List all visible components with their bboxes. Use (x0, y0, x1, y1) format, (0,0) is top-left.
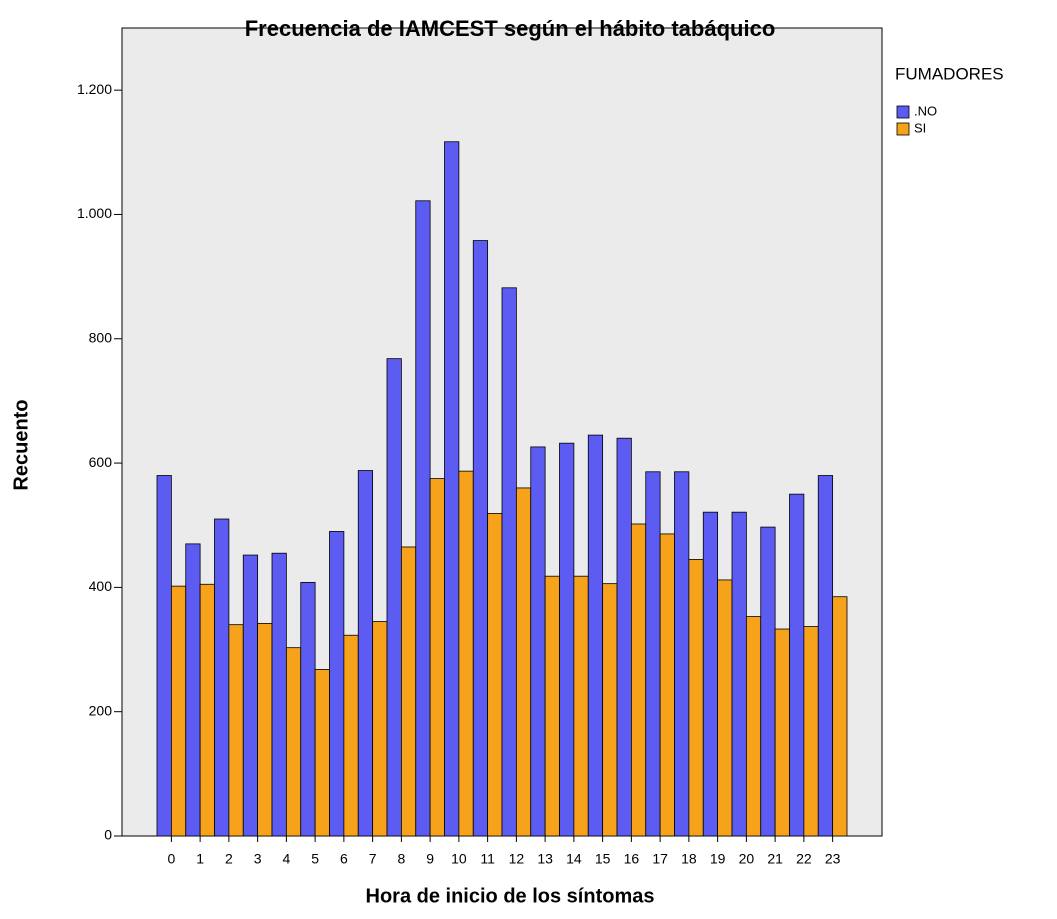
bar (645, 471, 661, 837)
x-tick-label: 3 (254, 851, 262, 867)
x-axis-label: Hora de inicio de los síntomas (366, 885, 655, 907)
bar (501, 287, 517, 837)
bar (702, 511, 719, 837)
y-tick-label: 400 (89, 578, 113, 594)
bar (257, 623, 273, 837)
bar (616, 437, 632, 837)
bar (271, 552, 287, 837)
x-tick-label: 19 (710, 851, 726, 867)
bar (803, 626, 819, 837)
x-tick-label: 23 (825, 851, 841, 867)
x-tick-label: 17 (652, 851, 668, 867)
bar (228, 624, 244, 837)
bar (573, 575, 589, 837)
x-tick-label: 18 (681, 851, 697, 867)
bar (659, 533, 675, 837)
y-tick-label: 1.200 (77, 81, 112, 97)
bar (515, 487, 532, 837)
bar (429, 478, 445, 837)
x-tick-label: 6 (340, 851, 348, 867)
bar (674, 471, 690, 837)
bar (745, 616, 762, 837)
legend-title: FUMADORES (895, 64, 1004, 83)
bar (285, 647, 302, 837)
bar (559, 442, 575, 837)
bar (214, 518, 230, 837)
bar (832, 596, 848, 837)
bar (185, 543, 201, 837)
x-tick-label: 21 (767, 851, 783, 867)
x-tick-label: 2 (225, 851, 233, 867)
bar (731, 511, 747, 837)
bar (343, 634, 359, 837)
x-tick-label: 5 (311, 851, 319, 867)
y-tick-label: 1.000 (77, 205, 112, 221)
bar (688, 559, 704, 837)
bar (530, 446, 546, 837)
bar (760, 526, 776, 837)
bar (357, 470, 374, 837)
bar (242, 554, 259, 837)
bar (458, 470, 474, 837)
bar (170, 585, 187, 837)
x-tick-label: 4 (282, 851, 290, 867)
bar (487, 513, 503, 837)
x-tick-label: 14 (566, 851, 582, 867)
bar (630, 523, 647, 837)
bar (544, 575, 560, 837)
bar (415, 200, 431, 837)
bar (400, 546, 417, 837)
y-tick-label: 200 (89, 702, 113, 718)
bar (199, 583, 215, 837)
bar (817, 475, 834, 837)
x-tick-label: 11 (480, 851, 495, 867)
legend-swatch (896, 122, 910, 136)
bar (314, 669, 330, 837)
x-tick-label: 9 (426, 851, 434, 867)
bar (329, 531, 345, 837)
bar (602, 583, 618, 837)
x-tick-label: 1 (196, 851, 204, 867)
bar (789, 493, 805, 837)
x-tick-label: 20 (739, 851, 755, 867)
bar (587, 434, 604, 837)
bar (774, 628, 790, 837)
legend-label: .NO (914, 103, 937, 118)
x-tick-label: 7 (369, 851, 377, 867)
bar (300, 582, 316, 837)
y-axis-label: Recuento (10, 399, 32, 490)
bar (717, 579, 733, 837)
x-tick-label: 10 (451, 851, 467, 867)
y-tick-label: 0 (104, 827, 112, 843)
bar (472, 240, 489, 837)
legend-label: SI (914, 120, 926, 135)
x-tick-label: 13 (537, 851, 553, 867)
x-tick-label: 16 (624, 851, 640, 867)
y-tick-label: 600 (89, 454, 113, 470)
legend-swatch (896, 105, 910, 119)
x-tick-label: 12 (509, 851, 525, 867)
y-tick-label: 800 (89, 329, 113, 345)
bar (386, 358, 402, 837)
chart-title: Frecuencia de IAMCEST según el hábito ta… (245, 16, 776, 41)
x-tick-label: 15 (595, 851, 611, 867)
x-tick-label: 22 (796, 851, 812, 867)
bar (372, 621, 388, 837)
x-tick-label: 8 (397, 851, 405, 867)
bar (444, 141, 460, 837)
x-tick-label: 0 (167, 851, 175, 867)
bar (156, 475, 172, 837)
